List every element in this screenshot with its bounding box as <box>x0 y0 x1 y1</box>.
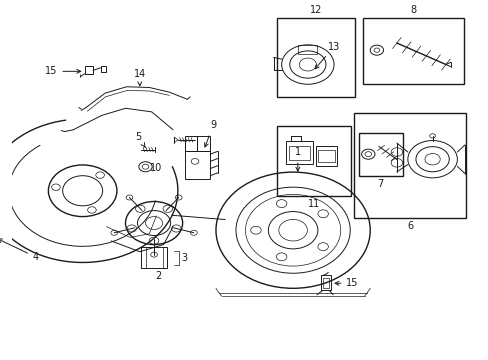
Text: 13: 13 <box>314 42 340 69</box>
Bar <box>141 247 167 268</box>
Text: 15: 15 <box>45 66 81 76</box>
Text: 9: 9 <box>204 121 216 147</box>
Bar <box>276 126 350 196</box>
Text: 2: 2 <box>155 271 162 281</box>
Bar <box>318 150 334 162</box>
Bar <box>320 275 330 291</box>
Bar <box>101 66 106 72</box>
Bar <box>298 45 317 54</box>
Text: 10: 10 <box>149 163 162 173</box>
Bar <box>362 18 463 84</box>
Bar <box>84 66 93 74</box>
Bar <box>315 146 337 166</box>
Text: 3: 3 <box>181 253 187 263</box>
Text: 1: 1 <box>294 147 300 171</box>
Bar <box>286 140 312 164</box>
Text: 6: 6 <box>406 221 412 231</box>
Text: 5: 5 <box>135 132 145 147</box>
Bar <box>353 113 465 219</box>
Bar <box>322 278 328 288</box>
Text: 12: 12 <box>309 5 322 15</box>
Bar <box>185 136 197 150</box>
Text: 7: 7 <box>377 179 383 189</box>
Bar <box>276 18 355 97</box>
Text: 4: 4 <box>0 239 39 262</box>
Bar <box>358 133 402 176</box>
Text: 14: 14 <box>133 69 145 86</box>
Bar <box>197 136 210 150</box>
Text: 11: 11 <box>307 199 319 209</box>
Bar <box>289 146 309 160</box>
Bar <box>185 150 210 179</box>
Text: 8: 8 <box>409 5 415 15</box>
Text: 15: 15 <box>334 278 358 288</box>
